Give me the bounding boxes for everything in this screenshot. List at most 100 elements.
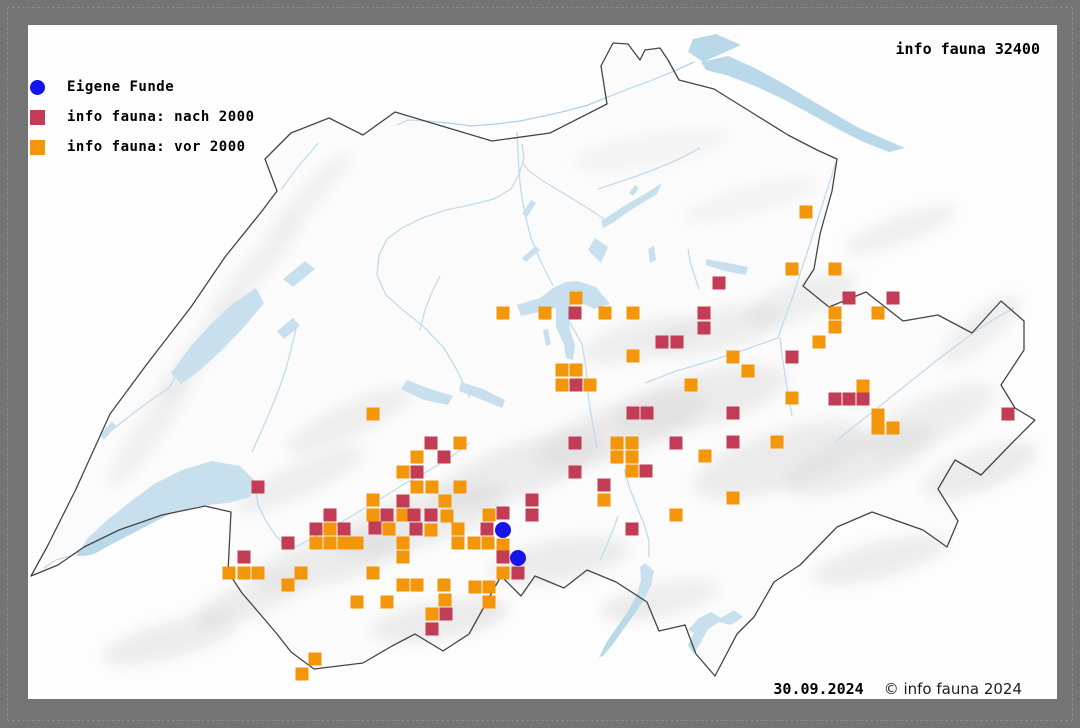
marker-vor-2000 [438,494,452,508]
marker-vor-2000 [337,536,351,550]
marker-eigene-funde [510,550,526,566]
marker-nach-2000 [323,508,337,522]
marker-vor-2000 [467,536,481,550]
marker-vor-2000 [496,538,510,552]
marker-nach-2000 [496,506,510,520]
marker-nach-2000 [639,464,653,478]
marker-vor-2000 [625,450,639,464]
marker-vor-2000 [828,306,842,320]
relief-layer [102,128,1037,666]
marker-vor-2000 [451,522,465,536]
marker-nach-2000 [568,436,582,450]
marker-eigene-funde [495,522,511,538]
marker-vor-2000 [396,550,410,564]
marker-nach-2000 [407,508,421,522]
marker-vor-2000 [237,566,251,580]
marker-vor-2000 [396,536,410,550]
marker-vor-2000 [438,593,452,607]
marker-vor-2000 [251,566,265,580]
marker-nach-2000 [669,436,683,450]
marker-nach-2000 [625,522,639,536]
marker-vor-2000 [569,363,583,377]
marker-vor-2000 [281,578,295,592]
marker-nach-2000 [368,521,382,535]
marker-nach-2000 [712,276,726,290]
marker-vor-2000 [741,364,755,378]
marker-vor-2000 [496,306,510,320]
marker-nach-2000 [337,522,351,536]
marker-vor-2000 [610,450,624,464]
marker-vor-2000 [295,667,309,681]
marker-nach-2000 [670,335,684,349]
marker-vor-2000 [785,262,799,276]
marker-vor-2000 [410,480,424,494]
marker-nach-2000 [380,508,394,522]
marker-vor-2000 [424,523,438,537]
marker-vor-2000 [610,436,624,450]
marker-vor-2000 [871,306,885,320]
marker-vor-2000 [425,607,439,621]
marker-vor-2000 [812,335,826,349]
marker-vor-2000 [482,595,496,609]
marker-vor-2000 [410,450,424,464]
marker-vor-2000 [669,508,683,522]
marker-vor-2000 [871,408,885,422]
marker-vor-2000 [396,465,410,479]
marker-vor-2000 [496,566,510,580]
marker-vor-2000 [468,580,482,594]
marker-vor-2000 [366,566,380,580]
marker-vor-2000 [425,480,439,494]
marker-nach-2000 [251,480,265,494]
marker-vor-2000 [625,464,639,478]
marker-nach-2000 [626,406,640,420]
marker-nach-2000 [409,522,423,536]
marker-vor-2000 [626,306,640,320]
marker-vor-2000 [396,578,410,592]
marker-nach-2000 [597,478,611,492]
marker-vor-2000 [886,421,900,435]
marker-vor-2000 [350,595,364,609]
marker-vor-2000 [598,306,612,320]
marker-nach-2000 [424,508,438,522]
marker-vor-2000 [828,262,842,276]
marker-vor-2000 [482,580,496,594]
marker-vor-2000 [410,578,424,592]
marker-vor-2000 [366,508,380,522]
marker-vor-2000 [555,363,569,377]
marker-nach-2000 [568,306,582,320]
marker-nach-2000 [281,536,295,550]
marker-vor-2000 [856,379,870,393]
marker-nach-2000 [842,291,856,305]
marker-vor-2000 [382,522,396,536]
marker-nach-2000 [640,406,654,420]
lake-layer [76,34,905,658]
marker-nach-2000 [396,494,410,508]
marker-nach-2000 [437,450,451,464]
marker-vor-2000 [569,291,583,305]
marker-vor-2000 [871,421,885,435]
marker-vor-2000 [538,306,552,320]
marker-nach-2000 [785,350,799,364]
marker-vor-2000 [482,508,496,522]
marker-nach-2000 [525,493,539,507]
marker-vor-2000 [770,435,784,449]
marker-vor-2000 [366,493,380,507]
marker-vor-2000 [828,320,842,334]
marker-vor-2000 [799,205,813,219]
marker-vor-2000 [785,391,799,405]
marker-vor-2000 [626,349,640,363]
marker-nach-2000 [1001,407,1015,421]
marker-vor-2000 [684,378,698,392]
marker-nach-2000 [511,566,525,580]
marker-vor-2000 [726,350,740,364]
marker-vor-2000 [308,652,322,666]
marker-vor-2000 [294,566,308,580]
marker-vor-2000 [453,480,467,494]
marker-nach-2000 [480,522,494,536]
marker-nach-2000 [828,392,842,406]
marker-nach-2000 [886,291,900,305]
marker-nach-2000 [568,465,582,479]
marker-nach-2000 [655,335,669,349]
country-border [30,42,1036,677]
